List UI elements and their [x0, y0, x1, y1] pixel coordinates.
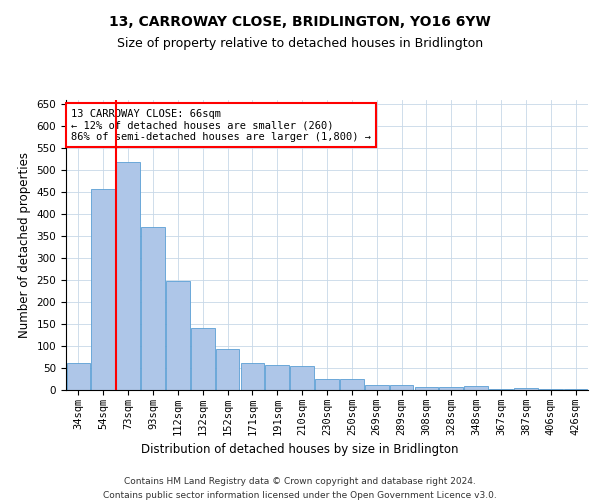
- Bar: [191, 328, 215, 390]
- Bar: [340, 379, 364, 390]
- Bar: [489, 388, 513, 390]
- Bar: [464, 386, 488, 390]
- Bar: [439, 388, 463, 390]
- Bar: [539, 388, 563, 390]
- Text: Distribution of detached houses by size in Bridlington: Distribution of detached houses by size …: [141, 442, 459, 456]
- Bar: [290, 366, 314, 390]
- Text: 13, CARROWAY CLOSE, BRIDLINGTON, YO16 6YW: 13, CARROWAY CLOSE, BRIDLINGTON, YO16 6Y…: [109, 15, 491, 29]
- Bar: [67, 363, 90, 390]
- Bar: [241, 363, 264, 390]
- Bar: [315, 379, 339, 390]
- Bar: [415, 388, 438, 390]
- Bar: [365, 385, 389, 390]
- Bar: [390, 384, 413, 390]
- Bar: [564, 388, 587, 390]
- Bar: [91, 189, 115, 390]
- Y-axis label: Number of detached properties: Number of detached properties: [18, 152, 31, 338]
- Bar: [216, 349, 239, 390]
- Bar: [265, 365, 289, 390]
- Bar: [141, 228, 165, 390]
- Bar: [514, 388, 538, 390]
- Text: Size of property relative to detached houses in Bridlington: Size of property relative to detached ho…: [117, 38, 483, 51]
- Bar: [166, 281, 190, 390]
- Text: Contains public sector information licensed under the Open Government Licence v3: Contains public sector information licen…: [103, 491, 497, 500]
- Text: Contains HM Land Registry data © Crown copyright and database right 2024.: Contains HM Land Registry data © Crown c…: [124, 478, 476, 486]
- Text: 13 CARROWAY CLOSE: 66sqm
← 12% of detached houses are smaller (260)
86% of semi-: 13 CARROWAY CLOSE: 66sqm ← 12% of detach…: [71, 108, 371, 142]
- Bar: [116, 162, 140, 390]
